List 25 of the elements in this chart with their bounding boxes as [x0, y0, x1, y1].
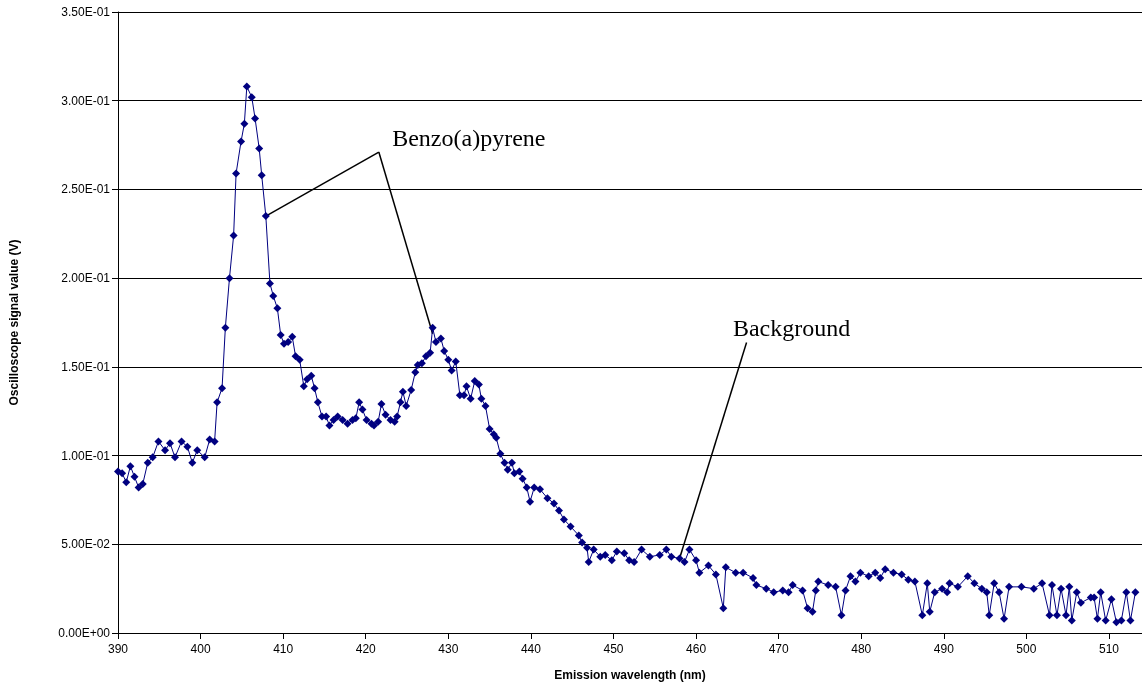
y-tick-label: 2.50E-01 [61, 182, 111, 197]
x-tick-label: 490 [933, 642, 955, 656]
x-tick-label: 400 [190, 642, 211, 656]
x-axis-title: Emission wavelength (nm) [554, 668, 706, 682]
x-tick-label: 460 [686, 642, 707, 656]
y-tick-label: 1.50E-01 [61, 359, 111, 374]
x-tick-label: 500 [1016, 642, 1037, 656]
x-tick-label: 440 [520, 642, 542, 656]
x-tick-label: 480 [851, 642, 872, 656]
x-tick-label: 390 [107, 642, 129, 656]
x-tick-label: 450 [603, 642, 624, 656]
annotation: Benzo(a)pyrene [392, 125, 546, 152]
x-tick-label: 430 [438, 642, 459, 656]
y-tick-label: 3.50E-01 [61, 5, 111, 19]
y-tick-label: 2.00E-01 [61, 271, 111, 286]
y-tick-label: 3.00E-01 [61, 93, 111, 108]
x-tick-label: 410 [273, 642, 294, 656]
y-tick-label: 0.00E+00 [58, 626, 111, 640]
y-tick-label: 5.00E-02 [61, 537, 111, 552]
x-tick-label: 470 [768, 642, 789, 656]
y-tick-label: 1.00E-01 [61, 448, 111, 463]
y-axis-title: Oscilloscope signal value (V) [7, 239, 21, 406]
x-tick-label: 420 [355, 642, 377, 656]
x-tick-label: 510 [1098, 642, 1120, 656]
annotation: Background [732, 315, 851, 342]
